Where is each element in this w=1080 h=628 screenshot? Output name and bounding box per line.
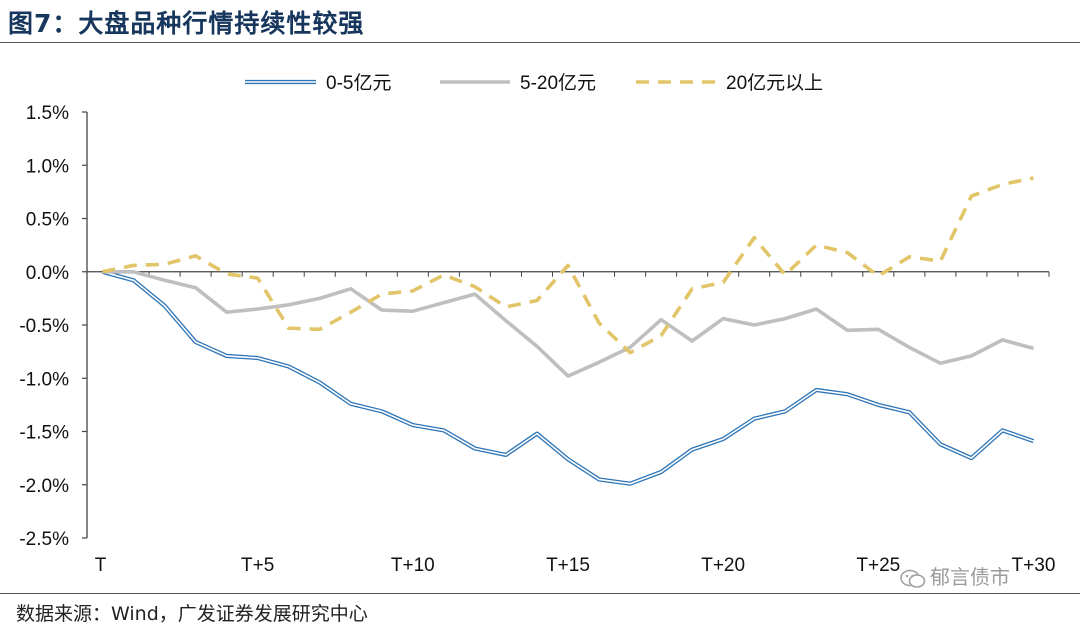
series-line-0-5	[102, 271, 1034, 485]
y-tick-label: -1.5%	[19, 423, 69, 444]
y-tick-label: -1.0%	[19, 369, 69, 390]
title-divider	[0, 42, 1080, 43]
x-tick-label: T+10	[391, 555, 435, 576]
y-tick-label: 1.0%	[26, 156, 69, 177]
legend-label: 20亿元以上	[726, 72, 823, 94]
chart-title: 图7：大盘品种行情持续性较强	[8, 9, 365, 38]
watermark-text: 郁言债市	[930, 565, 1010, 589]
x-tick-label: T+15	[546, 555, 590, 576]
line-chart: 1.5% 1.0% 0.5% 0.0% -0.5% -1.0% -1.5% -2.0% -2.5…	[19, 72, 1056, 576]
y-tick-label: -2.0%	[19, 476, 69, 497]
source-note: 数据来源：Wind，广发证券发展研究中心	[16, 603, 368, 625]
series-line-20-plus	[102, 176, 1034, 355]
y-tick-label: 0.5%	[26, 210, 69, 231]
x-tick-label: T+20	[701, 555, 745, 576]
y-tick-label: -0.5%	[19, 316, 69, 337]
y-tick-label: 0.0%	[26, 263, 69, 284]
source-divider	[0, 593, 1080, 594]
y-tick-label: 1.5%	[26, 103, 69, 124]
x-tick-label: T	[95, 555, 107, 576]
y-tick-label: -2.5%	[19, 529, 69, 550]
watermark: 郁言债市	[900, 561, 1010, 590]
legend-label: 0-5亿元	[326, 72, 391, 94]
series-line-5-20	[102, 270, 1034, 378]
x-tick-label: T+25	[856, 555, 900, 576]
wechat-icon	[900, 569, 926, 588]
x-tick-label: T+5	[241, 555, 274, 576]
legend-label: 5-20亿元	[520, 72, 596, 94]
x-tick-label: T+30	[1012, 555, 1056, 576]
